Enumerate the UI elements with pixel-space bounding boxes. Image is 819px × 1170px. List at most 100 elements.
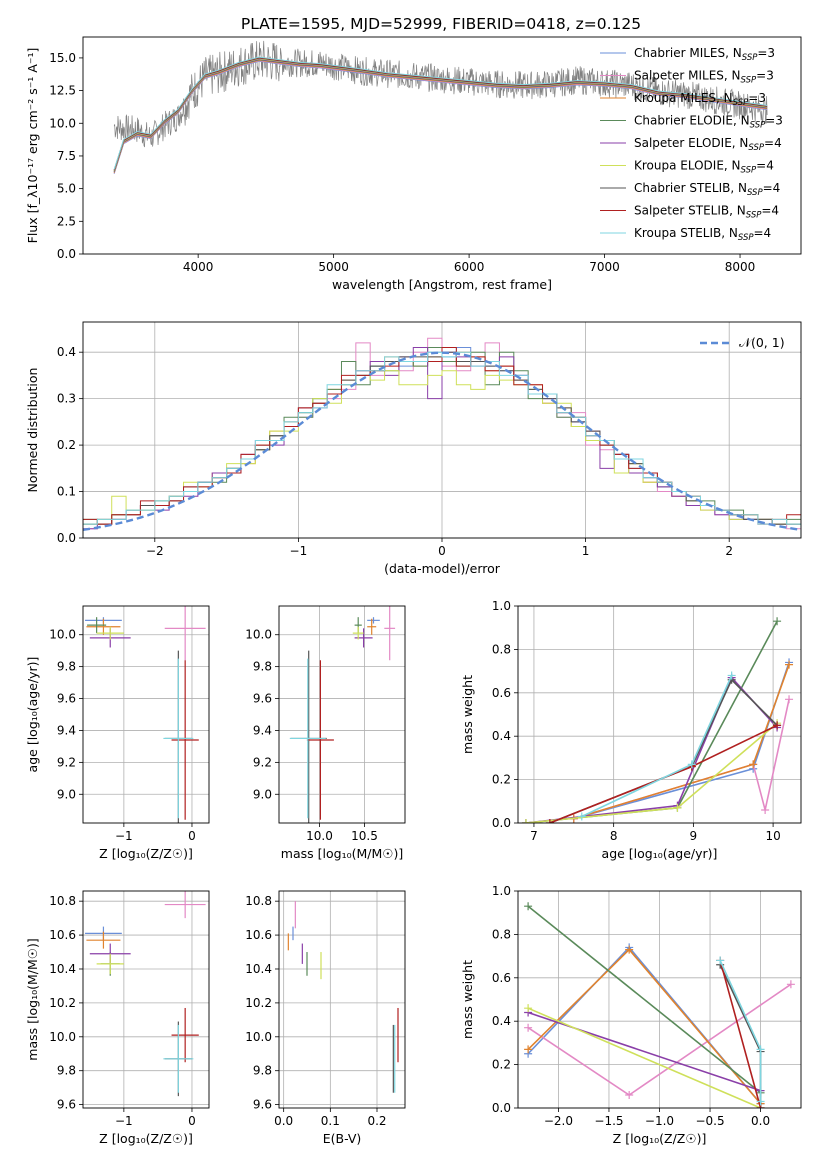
x-tick-label: 9 [690,829,698,843]
x-tick-label: −0.5 [695,1114,724,1128]
y-tick-label: 0.2 [57,438,76,452]
x-axis-label: age [log₁₀(age/yr)] [602,846,718,861]
chart-spectrum: 4000 5000 6000 7000 8000 0.0 2.5 5.0 7.5 10.0 12.5… [25,36,802,292]
y-tick-label: 0.0 [492,816,511,830]
legend-entry: Chabrier STELIB, NSSP=4 [634,181,780,198]
x-tick-label: 0.0 [274,1114,293,1128]
y-tick-label: 9.6 [57,1098,76,1112]
y-tick-label: 0.3 [57,392,76,406]
y-tick-label: 9.6 [57,692,76,706]
axes-frame [82,605,210,824]
point-marker-salpeter_miles [761,805,770,814]
y-tick-label: 0.0 [57,531,76,545]
ticks: −1 0 9.0 9.2 9.4 9.6 9.8 10.0 [49,628,196,843]
legend-entry: Salpeter MILES, NSSP=3 [634,69,774,86]
point-marker-kroupa_stelib [577,812,586,821]
x-axis-label: Z [log₁₀(Z/Z☉)] [613,1131,707,1146]
axes-frame [278,605,406,824]
y-axis-label: Flux [f_λ10⁻¹⁷ erg cm⁻² s⁻¹ A⁻¹] [25,48,40,244]
y-tick-label: 10.8 [245,894,272,908]
x-tick-label: 2 [725,544,733,558]
x-tick-label: 0 [438,544,446,558]
y-tick-label: 0.8 [492,927,511,941]
x-tick-label: 10 [765,829,780,843]
point-marker-salpeter_miles [524,1023,533,1032]
y-tick-label: 10.2 [245,996,272,1010]
x-axis-label: Z [log₁₀(Z/Z☉)] [99,1131,193,1146]
axes-frame [517,605,802,824]
ticks: 4000 5000 6000 7000 8000 0.0 2.5 5.0 7.5 10.0 12.5… [49,51,755,274]
y-tick-label: 0.4 [57,345,76,359]
y-tick-label: 0.6 [492,971,511,985]
ticks: −2 −1 0 1 2 0.0 0.1 0.2 0.3 0.4 [57,345,733,558]
series-line-salpeter_stelib [719,960,762,1108]
y-tick-label: 10.0 [245,1030,272,1044]
figure-title: PLATE=1595, MJD=52999, FIBERID=0418, z=0… [241,15,641,33]
y-tick-label: 0.0 [492,1101,511,1115]
x-tick-label: 0 [188,1114,196,1128]
point-marker-kroupa_stelib [756,1045,765,1054]
ticks: 7 8 9 10 0.0 0.2 0.4 0.6 0.8 1.0 [492,599,781,843]
point-marker-salpeter_stelib [773,721,782,730]
chart-age_vs_mass: 10.0 10.5 9.0 9.2 9.4 9.6 9.8 10.0 mass [log₁₀(M… [245,605,406,861]
y-tick-label: 10.0 [49,116,76,130]
y-tick-label: 0.8 [492,642,511,656]
legend-entry: Kroupa STELIB, NSSP=4 [634,226,771,243]
plot-area [287,901,399,1093]
y-tick-label: 9.8 [57,660,76,674]
legend-entry: Chabrier MILES, NSSP=3 [634,46,775,63]
chart-mass_vs_Z: −1 0 9.6 9.8 10.0 10.2 10.4 10.6 10.8 Z [log₁₀(Z/… [25,890,210,1146]
y-tick-label: 5.0 [57,182,76,196]
grid [83,606,209,823]
ticks: 10.0 10.5 9.0 9.2 9.4 9.6 9.8 10.0 [245,628,378,843]
y-tick-label: 0.0 [57,247,76,261]
y-tick-label: 10.0 [245,628,272,642]
point-marker-kroupa_elodie [673,803,682,812]
model-line-kroupa_stelib [113,56,768,170]
y-tick-label: 10.0 [49,628,76,642]
legend-entry: Chabrier ELODIE, NSSP=3 [634,114,783,131]
point-marker-kroupa_elodie [521,819,530,823]
y-tick-label: 10.0 [49,1030,76,1044]
x-tick-label: 10.0 [306,829,333,843]
y-tick-label: 9.4 [57,723,76,737]
axes-frame [517,890,802,1109]
point-marker-chabrier_elodie [524,902,533,911]
grid [83,891,209,1108]
y-tick-label: 9.0 [253,787,272,801]
y-tick-label: 9.0 [57,787,76,801]
x-axis-label: mass [log₁₀(M/M☉)] [281,846,403,861]
point-marker-kroupa_elodie [524,1004,533,1013]
y-axis-label: mass [log₁₀(M/M☉)] [25,938,40,1060]
point-marker-kroupa_stelib [687,760,696,769]
legend-entry: Salpeter ELODIE, NSSP=4 [634,136,782,153]
y-tick-label: 10.4 [245,962,272,976]
y-tick-label: 1.0 [492,884,511,898]
point-marker-kroupa_stelib [716,956,725,965]
x-tick-label: 6000 [454,260,485,274]
ticks: −2.0 −1.5 −1.0 −0.5 0.0 0.0 0.2 0.4 0.6 0.8 1.0 [492,884,770,1128]
plot-area [524,902,795,1108]
x-tick-label: −1 [290,544,308,558]
chart-age_vs_Z: −1 0 9.0 9.2 9.4 9.6 9.8 10.0 Z [log₁₀(Z/Z☉)] age… [25,605,210,861]
legend-entry: Salpeter STELIB, NSSP=4 [634,204,779,221]
y-tick-label: 0.4 [492,1014,511,1028]
y-tick-label: 1.0 [492,599,511,613]
x-tick-label: 4000 [183,260,214,274]
point-marker-salpeter_stelib [545,819,554,823]
plot-area [289,606,396,823]
x-tick-label: 8 [610,829,618,843]
chart-residuals: −2 −1 0 1 2 0.0 0.1 0.2 0.3 0.4 (data-model)/error… [25,321,802,576]
x-tick-label: −2 [146,544,164,558]
legend: 𝒩(0, 1) [700,335,785,350]
x-tick-label: −1 [115,829,133,843]
x-tick-label: 0.1 [321,1114,340,1128]
plot-area [85,606,206,823]
legend-entry: Kroupa ELODIE, NSSP=4 [634,159,774,176]
axes-frame [82,321,802,539]
x-tick-label: 0 [188,829,196,843]
y-tick-label: 0.6 [492,686,511,700]
grid [279,606,405,823]
x-tick-label: 8000 [725,260,756,274]
y-tick-label: 0.4 [492,729,511,743]
